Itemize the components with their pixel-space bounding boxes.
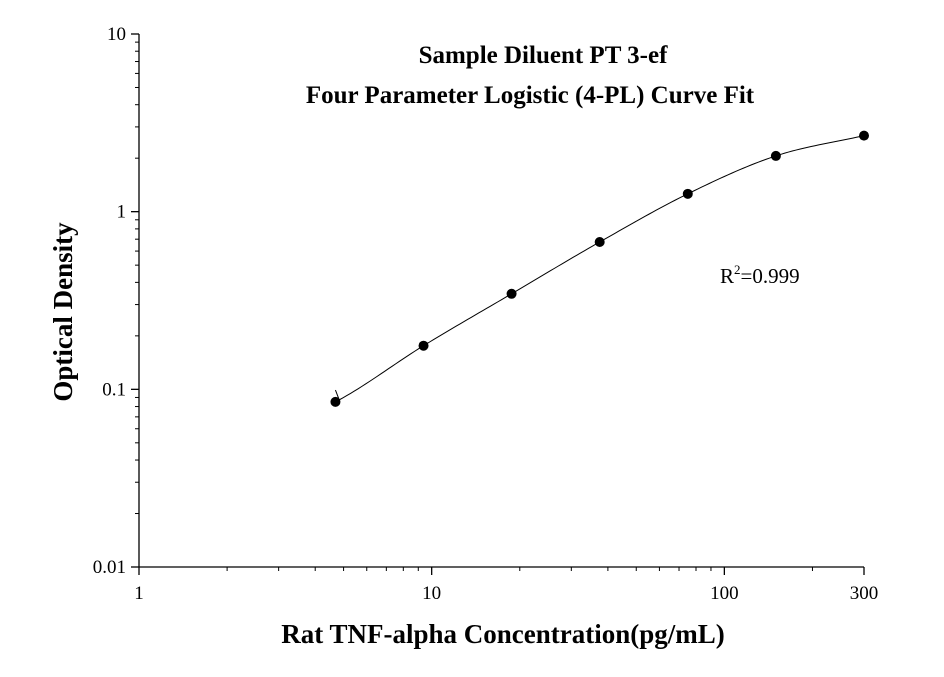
y-axis-title: Optical Density [48,222,78,402]
x-axis-title: Rat TNF-alpha Concentration(pg/mL) [281,619,725,649]
r-squared-base: R [720,264,734,288]
r-squared-sup: 2 [734,262,741,277]
y-tick-label: 0.01 [93,557,126,578]
chart-subtitle: Four Parameter Logistic (4-PL) Curve Fit [306,82,755,109]
data-point [859,130,869,141]
ticks: 0.01 0.1 1 10 1 10 100 300 [93,24,879,604]
r-squared-value: =0.999 [741,264,800,288]
data-point [418,340,429,351]
axes [138,34,864,568]
r-squared-label: R2=0.999 [720,262,800,288]
x-tick-label: 100 [710,583,739,604]
data-points [330,130,869,407]
y-tick-label: 1 [117,202,127,223]
y-tick-label: 10 [107,24,126,45]
data-point [330,396,341,407]
data-point [682,188,693,199]
x-tick-label: 300 [850,583,879,604]
data-point [506,288,517,299]
x-tick-label: 1 [134,583,144,604]
data-point [770,150,781,161]
x-tick-label: 10 [422,583,441,604]
chart-title: Sample Diluent PT 3-ef [419,42,669,69]
y-tick-label: 0.1 [102,379,126,400]
data-point [594,236,605,247]
